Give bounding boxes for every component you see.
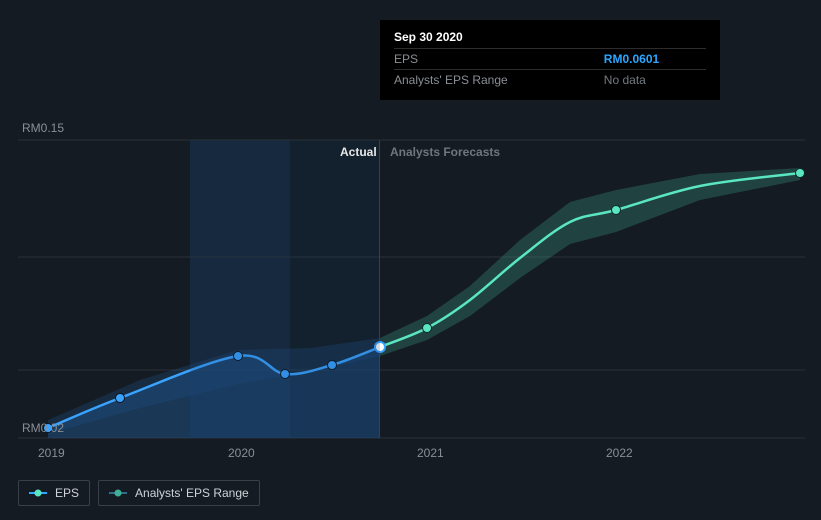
legend: EPS Analysts' EPS Range <box>18 480 260 506</box>
tooltip-row-value: No data <box>604 70 706 91</box>
tooltip-date: Sep 30 2020 <box>394 30 706 48</box>
yaxis-label-1: RM0.02 <box>22 421 64 435</box>
legend-swatch-eps <box>29 489 47 497</box>
xaxis-tick-2019: 2019 <box>38 446 65 460</box>
legend-swatch-range <box>109 489 127 497</box>
tooltip-row-eps: EPS RM0.0601 <box>394 49 706 70</box>
xaxis-tick-2021: 2021 <box>417 446 444 460</box>
section-label-actual: Actual <box>340 145 377 159</box>
legend-label: Analysts' EPS Range <box>135 486 249 500</box>
yaxis-label-0: RM0.15 <box>22 121 64 135</box>
legend-item-range[interactable]: Analysts' EPS Range <box>98 480 260 506</box>
tooltip-row-value: RM0.0601 <box>604 49 706 70</box>
xaxis-tick-2022: 2022 <box>606 446 633 460</box>
tooltip-row-label: Analysts' EPS Range <box>394 70 604 91</box>
xaxis-tick-2020: 2020 <box>228 446 255 460</box>
eps-chart: RM0.15 RM0.02 Actual Analysts Forecasts … <box>0 0 821 520</box>
chart-tooltip: Sep 30 2020 EPS RM0.0601 Analysts' EPS R… <box>380 20 720 100</box>
tooltip-row-label: EPS <box>394 49 604 70</box>
legend-item-eps[interactable]: EPS <box>18 480 90 506</box>
legend-label: EPS <box>55 486 79 500</box>
tooltip-row-range: Analysts' EPS Range No data <box>394 70 706 91</box>
tooltip-table: EPS RM0.0601 Analysts' EPS Range No data <box>394 48 706 90</box>
section-label-forecast: Analysts Forecasts <box>390 145 500 159</box>
